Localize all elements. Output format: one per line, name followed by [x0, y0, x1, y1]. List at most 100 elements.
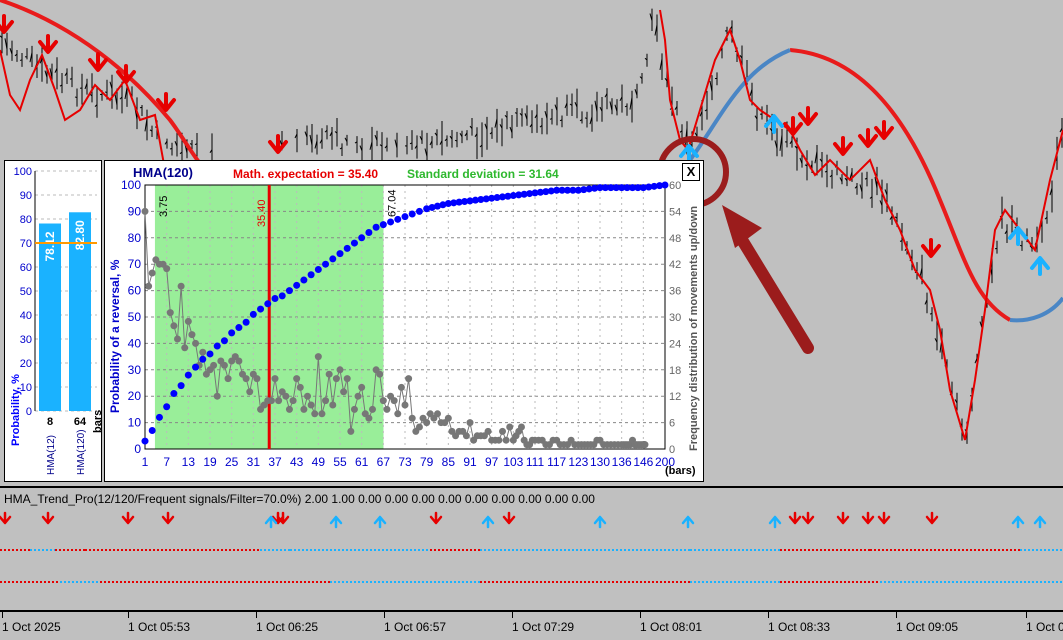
candle-tick	[434, 132, 438, 137]
y-right-tick-label: 48	[669, 233, 681, 245]
probability-point	[387, 218, 395, 226]
frequency-point	[166, 309, 174, 317]
frequency-point	[394, 410, 402, 418]
frequency-point	[145, 282, 153, 290]
frequency-point	[343, 375, 351, 383]
probability-point	[650, 182, 658, 190]
candle-tick	[494, 118, 498, 128]
sell-arrow-icon	[861, 511, 875, 525]
time-label: 1 Oct 2025	[2, 620, 61, 634]
y-right-tick-label: 60	[669, 180, 681, 192]
buy-arrow-icon	[1008, 226, 1028, 246]
x-tick-label: 55	[333, 455, 347, 469]
candle-tick	[54, 67, 58, 73]
x-tick-label: 67	[377, 455, 391, 469]
candle-tick	[604, 93, 608, 98]
price-chart[interactable]	[0, 0, 1063, 484]
probability-point	[358, 234, 366, 242]
probability-point	[471, 196, 479, 204]
probability-point	[569, 186, 577, 194]
frequency-point	[314, 353, 322, 361]
frequency-point	[224, 375, 232, 383]
candle-tick	[324, 129, 328, 133]
probability-point	[213, 342, 221, 350]
probability-point	[394, 215, 402, 223]
candle-tick	[479, 144, 483, 148]
zone-start-label: 3.75	[158, 196, 170, 217]
candle-tick	[829, 174, 833, 178]
x-tick-label: 111	[526, 455, 545, 469]
candle-tick	[379, 144, 383, 147]
annotation-arrowhead	[722, 205, 762, 248]
frequency-point	[390, 397, 398, 405]
close-button[interactable]: X	[682, 163, 700, 181]
frequency-point	[163, 265, 171, 273]
bar-name-label: HMA(12)	[46, 435, 57, 475]
time-label: 1 Oct 07:29	[512, 620, 575, 634]
probability-point	[199, 355, 207, 363]
frequency-point	[220, 361, 228, 369]
probability-point	[365, 229, 373, 237]
time-tick	[1026, 612, 1027, 618]
sell-arrow-icon	[156, 92, 176, 112]
probability-point	[591, 184, 599, 192]
candle-tick	[869, 196, 873, 199]
probability-point	[629, 184, 636, 192]
sell-arrow-icon	[268, 134, 288, 154]
buy-arrow-icon	[329, 515, 343, 529]
probability-point	[520, 190, 528, 198]
probability-point	[192, 363, 200, 371]
candle-tick	[419, 135, 423, 141]
candle-tick	[339, 147, 343, 150]
left-axis-label: Probability of a reversal, %	[108, 259, 122, 413]
probability-point	[444, 199, 452, 207]
candle-tick	[144, 118, 148, 132]
candle-tick	[39, 58, 43, 64]
y-left-tick-label: 100	[121, 178, 141, 192]
bar-value-label: 82.80	[73, 220, 87, 250]
y-right-tick-label: 42	[669, 259, 681, 271]
candle-tick	[879, 200, 883, 206]
frequency-point	[376, 370, 384, 378]
frequency-point	[188, 331, 196, 339]
probability-point	[278, 292, 286, 300]
probability-point	[645, 183, 653, 191]
y-right-tick-label: 6	[669, 418, 675, 430]
sell-arrow-icon	[836, 511, 850, 525]
probability-point	[423, 205, 431, 213]
probability-point	[141, 437, 149, 445]
probability-point	[564, 186, 571, 194]
y-left-tick-label: 50	[128, 310, 142, 324]
reversal-probability-chart: 0 10 20 30 40 50 60 70 80 90 100 0 6 12 18 24 30 36 42 48 5…	[108, 165, 700, 477]
bar-period-label: 64	[74, 416, 87, 428]
probability-point	[580, 186, 588, 194]
candle-tick	[629, 97, 633, 110]
probability-point	[531, 189, 539, 197]
candle-tick	[59, 84, 63, 87]
probability-point	[488, 194, 496, 202]
y-tick-label: 90	[20, 190, 32, 202]
frequency-point	[517, 423, 525, 431]
candle-tick	[799, 157, 803, 164]
plot-frame	[144, 184, 666, 450]
frequency-point	[325, 370, 333, 378]
candle-tick	[1019, 244, 1023, 247]
bar-name-label: HMA(120)	[76, 429, 87, 475]
sell-arrow-icon	[88, 52, 108, 72]
candle-tick	[549, 118, 553, 120]
x-tick-label: 43	[290, 455, 304, 469]
candle-tick	[659, 58, 663, 71]
probability-point	[639, 184, 647, 192]
buy-arrow-icon	[264, 515, 278, 529]
candle-tick	[854, 185, 858, 189]
candle-tick	[709, 80, 713, 93]
probability-point	[307, 271, 315, 279]
candle-tick	[359, 145, 363, 152]
pane-separator[interactable]	[0, 486, 1063, 488]
x-tick-label: 103	[503, 455, 523, 469]
candle-tick	[474, 133, 478, 138]
candle-tick	[414, 145, 418, 149]
frequency-point	[141, 207, 149, 215]
y-tick-label: 70	[20, 238, 32, 250]
y-left-tick-label: 0	[134, 442, 141, 456]
